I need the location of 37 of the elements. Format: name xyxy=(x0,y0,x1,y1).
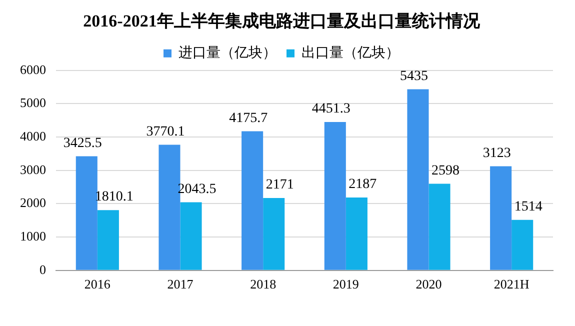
bar xyxy=(324,122,346,270)
data-label: 3123 xyxy=(482,146,511,161)
data-label: 3425.5 xyxy=(63,136,102,151)
bar xyxy=(428,184,450,270)
bar xyxy=(242,131,264,270)
y-tick-label: 0 xyxy=(40,262,46,277)
y-tick-label: 4000 xyxy=(20,128,46,144)
bar xyxy=(407,89,429,270)
y-tick-label: 1000 xyxy=(20,228,46,244)
data-label: 2598 xyxy=(432,163,460,178)
data-label: 2187 xyxy=(348,177,377,192)
legend-label: 出口量（亿块） xyxy=(302,45,400,62)
legend-label: 进口量（亿块） xyxy=(178,45,276,62)
y-tick-label: 2000 xyxy=(20,195,46,210)
y-tick-label: 6000 xyxy=(20,62,46,77)
data-label: 1514 xyxy=(514,200,542,215)
y-tick-label: 5000 xyxy=(20,95,46,110)
chart-title: 2016-2021年上半年集成电路进口量及出口量统计情况 xyxy=(83,12,481,31)
data-label: 5435 xyxy=(400,68,428,84)
bar xyxy=(512,220,534,270)
data-label: 3770.1 xyxy=(146,124,185,140)
x-tick-label: 2021H xyxy=(494,276,530,292)
y-tick-label: 3000 xyxy=(20,162,46,177)
x-tick-label: 2016 xyxy=(84,276,111,292)
bar xyxy=(490,166,512,270)
x-tick-label: 2019 xyxy=(332,276,359,292)
data-label: 4451.3 xyxy=(312,102,350,117)
bar xyxy=(180,202,202,270)
x-tick-label: 2018 xyxy=(250,276,276,292)
x-tick-label: 2020 xyxy=(416,276,442,292)
bar xyxy=(76,156,98,270)
bar xyxy=(346,198,368,270)
data-label: 2171 xyxy=(266,178,294,193)
data-label: 4175.7 xyxy=(229,110,268,126)
bar xyxy=(263,198,285,270)
x-tick-label: 2017 xyxy=(167,276,194,292)
bar xyxy=(97,210,119,270)
